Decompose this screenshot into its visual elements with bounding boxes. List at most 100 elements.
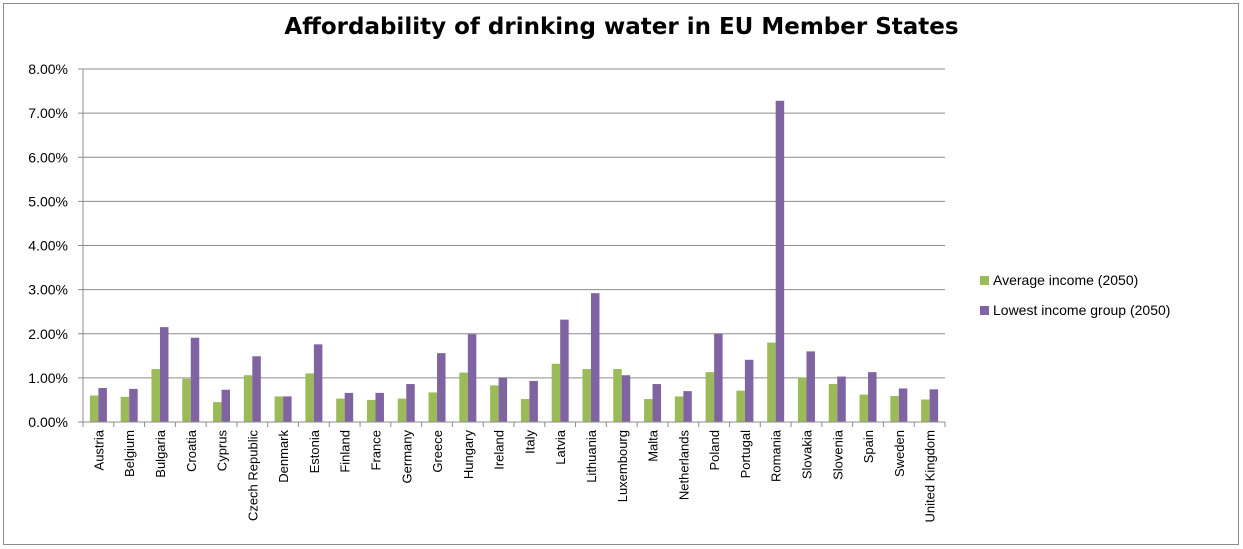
bar-lowest-slovakia bbox=[806, 351, 815, 422]
x-tick-label: Denmark bbox=[276, 430, 291, 483]
legend-swatch bbox=[980, 276, 989, 285]
bar-lowest-austria bbox=[98, 388, 107, 422]
bar-lowest-france bbox=[375, 392, 384, 422]
bar-lowest-hungary bbox=[467, 334, 477, 422]
bar-average-greece bbox=[428, 392, 438, 422]
legend-swatch bbox=[980, 306, 989, 315]
bar-lowest-ireland bbox=[498, 377, 508, 422]
bar-lowest-bulgaria bbox=[159, 327, 169, 422]
bar-average-spain bbox=[859, 394, 869, 422]
bar-average-sweden bbox=[890, 395, 899, 422]
y-tick-label: 1.00% bbox=[28, 370, 68, 386]
x-tick-label: Sweden bbox=[892, 430, 907, 477]
bar-average-luxembourg bbox=[613, 369, 622, 422]
bar-average-united-kingdom bbox=[921, 399, 930, 422]
y-tick-label: 7.00% bbox=[28, 105, 68, 121]
bar-average-poland bbox=[705, 372, 715, 422]
bar-lowest-united-kingdom bbox=[929, 389, 939, 422]
bar-lowest-italy bbox=[529, 380, 538, 422]
bar-lowest-malta bbox=[652, 384, 662, 422]
x-tick-label: Finland bbox=[338, 430, 353, 473]
bar-average-czech-republic bbox=[243, 375, 253, 422]
bar-average-ireland bbox=[490, 385, 499, 422]
x-tick-label: Spain bbox=[861, 430, 876, 463]
legend-label: Lowest income group (2050) bbox=[993, 302, 1170, 318]
bar-average-portugal bbox=[736, 390, 745, 422]
bar-average-belgium bbox=[120, 396, 130, 422]
x-tick-label: Portugal bbox=[738, 430, 753, 479]
bar-average-denmark bbox=[274, 396, 284, 422]
bar-lowest-greece bbox=[437, 353, 446, 422]
y-tick-label: 0.00% bbox=[28, 414, 68, 430]
x-tick-label: Cyprus bbox=[215, 430, 230, 472]
y-tick-label: 8.00% bbox=[28, 61, 68, 77]
x-tick-label: Greece bbox=[430, 430, 445, 473]
bar-average-germany bbox=[397, 398, 407, 422]
legend-label: Average income (2050) bbox=[993, 272, 1138, 288]
x-tick-label: Slovenia bbox=[830, 429, 845, 480]
x-tick-label: Slovakia bbox=[799, 429, 814, 479]
bar-lowest-romania bbox=[775, 100, 785, 423]
bar-average-netherlands bbox=[674, 396, 684, 422]
bar-average-lithuania bbox=[582, 369, 591, 422]
bar-lowest-estonia bbox=[313, 344, 323, 422]
bar-lowest-slovenia bbox=[837, 376, 846, 422]
x-tick-label: United Kingdom bbox=[923, 430, 938, 523]
y-tick-label: 2.00% bbox=[28, 326, 68, 342]
bar-lowest-netherlands bbox=[683, 391, 692, 422]
bar-lowest-latvia bbox=[560, 319, 569, 422]
bar-lowest-belgium bbox=[129, 388, 138, 422]
x-tick-label: Latvia bbox=[553, 429, 568, 464]
bar-lowest-sweden bbox=[898, 388, 908, 422]
bar-lowest-finland bbox=[344, 392, 354, 422]
bar-lowest-lithuania bbox=[590, 293, 600, 422]
chart-title: Affordability of drinking water in EU Me… bbox=[284, 14, 959, 40]
bar-average-bulgaria bbox=[151, 369, 160, 422]
x-tick-label: Poland bbox=[707, 430, 722, 470]
x-tick-label: Estonia bbox=[307, 429, 322, 473]
bar-average-latvia bbox=[551, 363, 561, 422]
legend: Average income (2050) Lowest income group… bbox=[980, 272, 1170, 318]
y-axis-ticks: 0.00% 1.00% 2.00% 3.00% 4.00% 5.00% 6.00% 7.00%… bbox=[28, 61, 83, 430]
bars bbox=[89, 100, 939, 423]
chart-frame bbox=[3, 3, 1239, 545]
bar-lowest-croatia bbox=[190, 337, 200, 422]
y-tick-label: 3.00% bbox=[28, 282, 68, 298]
y-tick-label: 5.00% bbox=[28, 193, 68, 209]
bar-lowest-denmark bbox=[283, 396, 292, 422]
bar-average-cyprus bbox=[213, 402, 222, 422]
bar-average-italy bbox=[520, 399, 530, 422]
x-tick-label: Hungary bbox=[461, 430, 476, 480]
bar-average-hungary bbox=[459, 372, 468, 422]
x-tick-label: Netherlands bbox=[676, 430, 691, 501]
x-tick-label: Croatia bbox=[184, 429, 199, 472]
bar-average-croatia bbox=[182, 378, 191, 422]
bar-lowest-czech-republic bbox=[252, 356, 261, 422]
x-tick-label: Luxembourg bbox=[615, 430, 630, 502]
y-tick-label: 6.00% bbox=[28, 149, 68, 165]
x-tick-label: Romania bbox=[769, 429, 784, 482]
x-tick-label: Italy bbox=[522, 430, 537, 454]
gridlines bbox=[83, 68, 945, 379]
x-axis-ticks: Austria Belgium Bulgaria Croatia Cyprus Czech… bbox=[82, 422, 946, 523]
x-tick-label: Czech Republic bbox=[245, 430, 260, 522]
bar-average-france bbox=[366, 399, 376, 422]
bar-average-malta bbox=[644, 399, 653, 422]
bar-average-slovakia bbox=[797, 377, 807, 422]
x-tick-label: Ireland bbox=[492, 430, 507, 470]
bar-average-romania bbox=[767, 342, 776, 422]
y-tick-label: 4.00% bbox=[28, 238, 68, 254]
x-tick-label: Lithuania bbox=[584, 429, 599, 483]
bar-average-estonia bbox=[305, 373, 314, 422]
bar-lowest-poland bbox=[714, 333, 723, 422]
x-tick-label: Malta bbox=[646, 429, 661, 462]
bar-lowest-luxembourg bbox=[621, 375, 631, 422]
bar-lowest-cyprus bbox=[221, 389, 231, 422]
bar-lowest-portugal bbox=[744, 359, 754, 422]
x-tick-label: Belgium bbox=[122, 430, 137, 477]
bar-average-austria bbox=[89, 395, 99, 422]
bar-average-slovenia bbox=[828, 384, 838, 422]
bar-lowest-spain bbox=[868, 372, 877, 422]
bar-average-finland bbox=[336, 398, 345, 422]
